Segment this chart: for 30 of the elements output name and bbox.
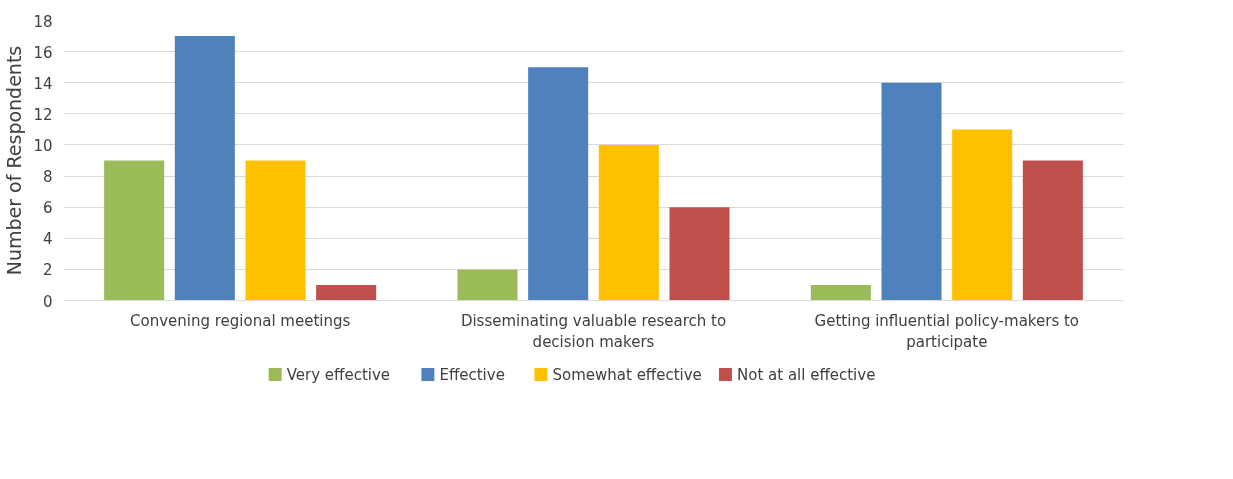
bar [457,269,518,301]
bar [881,82,942,301]
bar [104,160,165,301]
y-tick-label: 16 [33,43,53,62]
y-tick-label: 14 [33,74,53,93]
legend-label: Effective [439,365,505,384]
bar [810,284,871,301]
bar [528,67,589,301]
y-tick-label: 6 [42,199,53,218]
y-tick-label: 10 [33,136,53,155]
bar [174,36,235,301]
bar [598,144,659,301]
bar [952,129,1013,301]
y-axis-title: Number of Respondents [3,45,26,276]
x-tick-label: Disseminating valuable research to decision makers [460,311,727,352]
y-tick-label: 8 [42,168,53,187]
y-tick-label: 18 [33,12,53,31]
legend-label: Somewhat effective [552,365,702,384]
bar [669,207,730,301]
bar [1022,160,1083,301]
y-tick-label: 2 [42,261,53,280]
x-tick-label: Getting influential policy-makers to participate [814,311,1080,352]
y-tick-label: 12 [33,105,53,124]
y-tick-label: 0 [42,292,53,311]
x-tick-label: Convening regional meetings [130,311,351,330]
bar [245,160,306,301]
y-tick-label: 4 [42,230,53,249]
bar [316,284,377,301]
legend-label: Not at all effective [736,365,876,384]
legend-label: Very effective [286,365,391,384]
